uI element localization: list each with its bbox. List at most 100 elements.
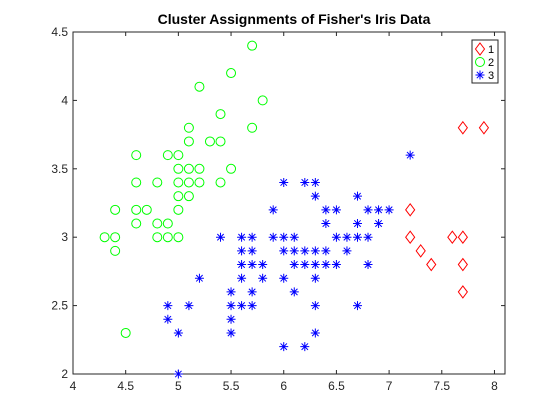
series-3-point [279,177,289,187]
series-3-point [226,301,236,311]
series-3-point [237,273,247,283]
x-tick-label: 5 [175,379,182,393]
legend-marker-2 [475,57,485,67]
series-2-point [194,81,205,92]
series-3-point [321,246,331,256]
series-3-point [184,301,194,311]
legend-box [471,39,499,84]
series-2-point [152,218,163,229]
series-3-point [374,219,384,229]
y-tick-label: 4 [61,93,68,107]
series-3-point [289,246,299,256]
series-1-point [457,285,468,299]
x-tick-label: 4 [70,379,77,393]
y-tick-label: 3.5 [51,162,68,176]
series-2-point [215,109,226,120]
series-3-point [237,232,247,242]
series-3-point [352,191,362,201]
series-3-point [331,232,341,242]
series-3-point [310,246,320,256]
series-3-point [194,273,204,283]
series-1-point [478,120,490,135]
series-3-point [331,205,341,215]
series-2-point [152,232,163,243]
series-3-point [289,287,299,297]
series-3-point [300,342,310,352]
series-2-point [120,327,131,338]
series-1-point [405,203,416,217]
series-3-point [247,260,257,270]
series-3-point [279,246,289,256]
series-3-point [279,342,289,352]
series-3-point [310,177,320,187]
legend-marker-3 [475,70,485,80]
series-3-point [268,205,278,215]
series-1-point [457,120,468,135]
series-2-point [162,232,173,243]
series-2-point [183,191,194,202]
series-3-point [363,232,373,242]
series-3-point [352,232,362,242]
series-3-point [310,328,320,338]
series-3-point [300,246,310,256]
series-3-point [374,205,384,215]
series-2-point [183,122,194,133]
y-tick-label: 2.5 [51,299,68,313]
series-2-point [110,232,121,243]
series-3-point [163,301,173,311]
series-2-point [247,122,258,133]
x-tick-label: 6.5 [328,379,345,393]
series-3-point [321,205,331,215]
series-1-point [415,244,426,258]
x-tick-label: 8 [491,379,498,393]
series-3-point [163,314,173,324]
series-3-point [247,246,257,256]
series-2-point [110,245,121,256]
series-2-point [173,150,184,161]
series-3-point [342,246,352,256]
series-3-point [321,219,331,229]
y-tick-label: 4.5 [51,25,68,39]
series-2-point [226,163,237,174]
series-2-point [131,150,142,161]
x-tick-label: 6 [280,379,287,393]
series-3-point [363,260,373,270]
series-3-point [279,232,289,242]
legend: 123 [471,39,499,84]
x-tick-label: 7.5 [433,379,450,393]
series-3-point [405,150,415,160]
series-2-point [152,177,163,188]
series-3-point [247,287,257,297]
legend-label-2: 2 [488,57,494,69]
series-3-point [279,273,289,283]
series-2-point [110,204,121,215]
series-3-point [352,301,362,311]
series-2-point [131,177,142,188]
legend-label-1: 1 [488,44,494,56]
series-3-point [216,232,226,242]
series-1-point [405,230,416,245]
series-3-point [226,314,236,324]
series-2-point [183,177,194,188]
legend-label-3: 3 [488,70,494,82]
series-3-point [247,232,257,242]
series-2-point [131,204,142,215]
series-2-point [131,218,142,229]
series-3-point [310,191,320,201]
series-2-point [173,163,184,174]
series-3-point [384,205,394,215]
series-2-point [215,136,226,147]
series-3-point [226,328,236,338]
x-tick-label: 7 [386,379,393,393]
series-1-point [457,257,468,272]
series-3-point [258,260,268,270]
series-3-point [310,260,320,270]
series-2-point [173,232,184,243]
y-tick-label: 3 [61,230,68,244]
series-3-point [300,260,310,270]
series-2-point [215,177,226,188]
x-tick-label: 5.5 [223,379,240,393]
series-1-point [426,257,437,272]
